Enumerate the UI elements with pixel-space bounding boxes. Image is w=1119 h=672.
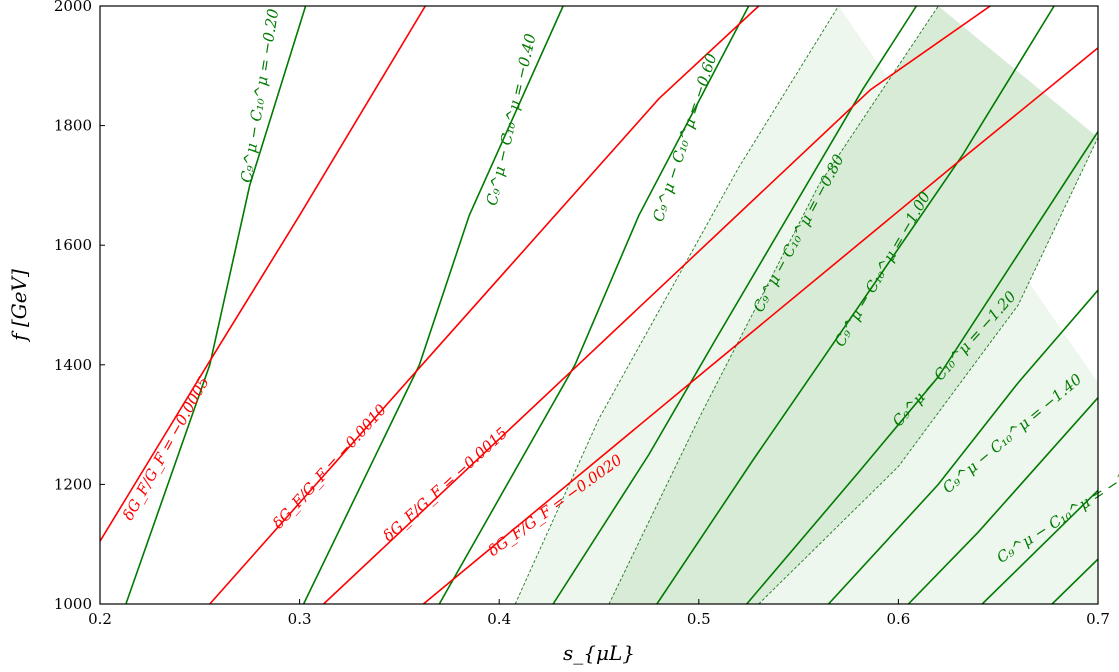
x-tick-label: 0.7 [1086, 610, 1110, 628]
plot-frame [99, 5, 1099, 605]
c9c10-contour-0 [125, 6, 307, 604]
band-edge-1 [608, 6, 939, 604]
x-axis-ticks: 0.2 0.3 0.4 0.5 0.6 0.7 [88, 599, 1110, 628]
y-axis-title: f [GeV] [7, 269, 31, 343]
c9c10-contour-1 [302, 6, 564, 604]
dgf-contour-label-12: δG_F/G_F = −0.0015 [379, 424, 511, 545]
band-inner [609, 6, 1098, 604]
dgf-contour-label-11: δG_F/G_F = −0.0010 [269, 400, 390, 532]
band-edges [514, 6, 1098, 604]
y-tick-label: 1200 [54, 475, 92, 493]
contour-lines [100, 6, 1098, 604]
x-tick-label: 0.2 [88, 610, 112, 628]
c9c10-contour-7 [907, 397, 1098, 604]
x-tick-label: 0.3 [288, 610, 312, 628]
band-edge-0 [514, 6, 839, 604]
x-tick-label: 0.6 [886, 610, 910, 628]
y-axis-ticks: 1000 1200 1400 1600 1800 2000 [54, 0, 105, 613]
y-tick-label: 1800 [54, 117, 92, 135]
dgf-contour-label-10: δG_F/G_F = −0.0005 [119, 374, 213, 524]
y-tick-label: 2000 [54, 0, 92, 15]
c9c10-contour-5 [746, 131, 1098, 604]
dgf-contour-11 [209, 6, 760, 604]
c9c10-contour-6 [827, 289, 1098, 604]
x-tick-label: 0.5 [687, 610, 711, 628]
c9c10-contour-label-2: C₉^μ − C₁₀^μ = −0.60 [649, 51, 721, 224]
c9c10-contour-4 [656, 6, 1055, 604]
dgf-contour-10 [100, 6, 426, 542]
c9c10-contour-9 [1051, 558, 1098, 604]
confidence-bands [515, 6, 1098, 604]
x-tick-label: 0.4 [487, 610, 511, 628]
c9c10-contour-2 [438, 6, 750, 604]
y-tick-label: 1000 [54, 595, 92, 613]
c9c10-contour-8 [981, 489, 1098, 604]
y-tick-label: 1400 [54, 356, 92, 374]
c9c10-contour-label-1: C₉^μ − C₁₀^μ = −0.40 [483, 32, 540, 208]
y-tick-label: 1600 [54, 236, 92, 254]
x-axis-title: s_{μL} [563, 641, 635, 665]
dgf-contour-12 [323, 6, 991, 604]
c9c10-contour-3 [552, 6, 918, 604]
band-edge-2 [758, 137, 1098, 604]
dgf-contour-13 [422, 47, 1098, 604]
